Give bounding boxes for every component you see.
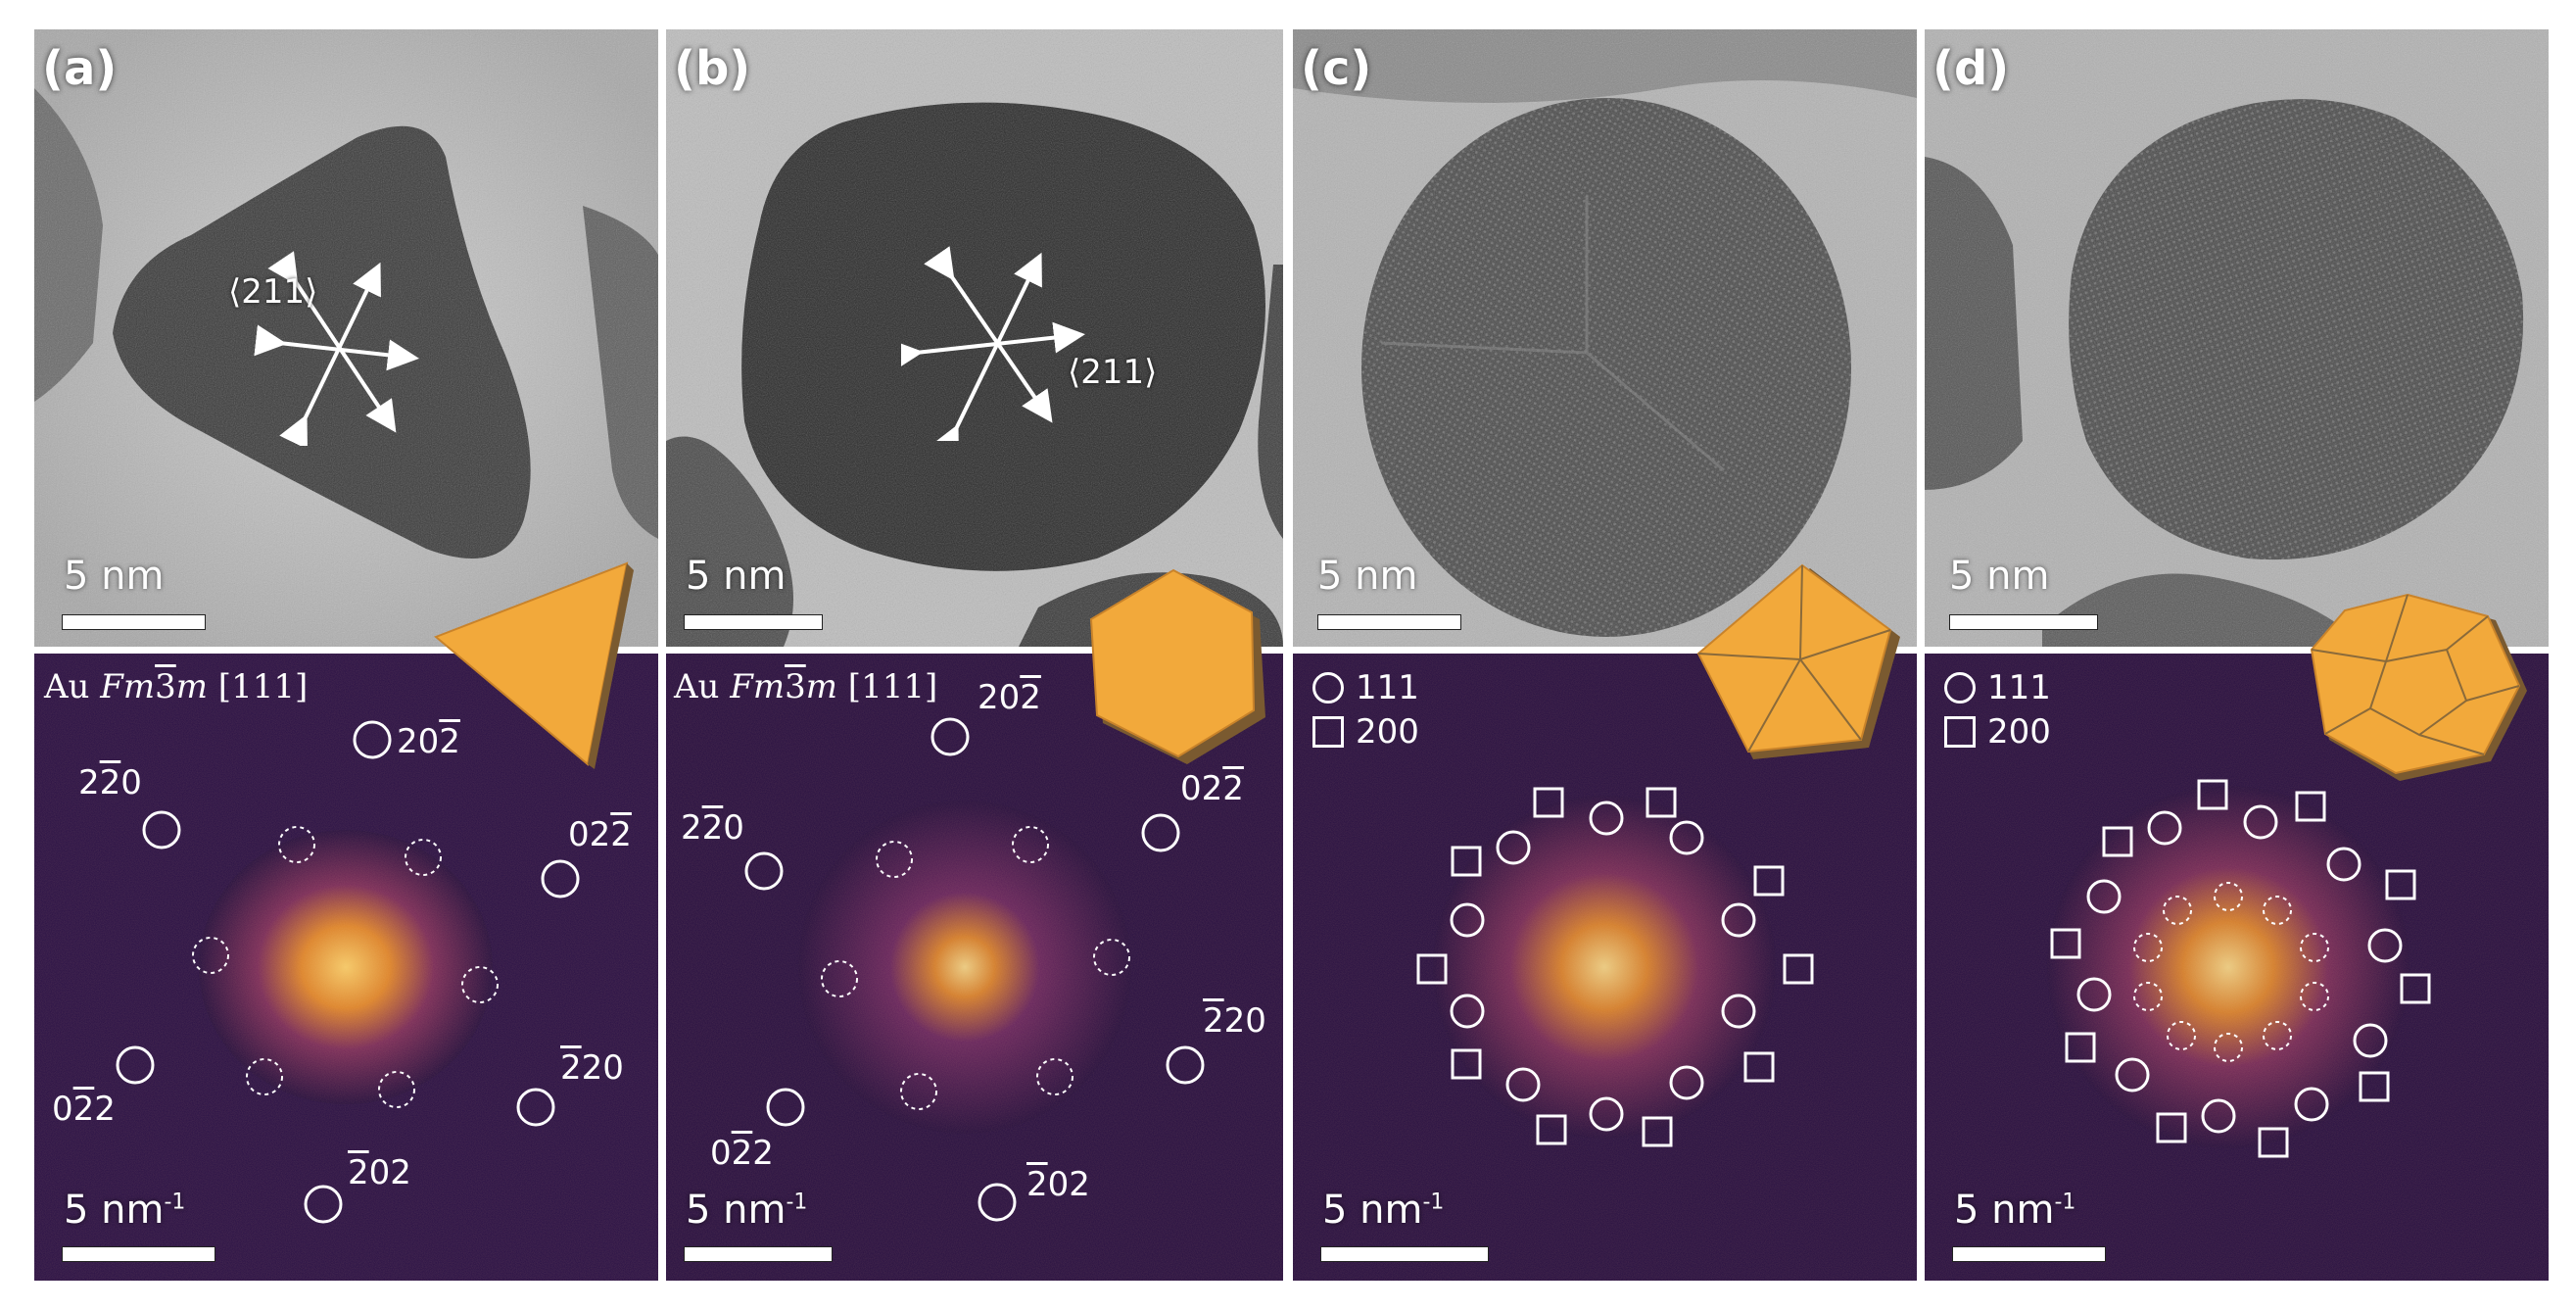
legend-c-111: 111 [1312, 668, 1419, 707]
panel-label-a: (a) [42, 41, 118, 96]
tem-scale-label-a: 5 nm [64, 554, 165, 599]
panel-label-c: (c) [1301, 41, 1372, 96]
spot-label-b-right: 022 [1180, 769, 1244, 808]
direction-label-a: ⟨211⟩ [228, 272, 318, 312]
spot-label-b-bl: 022 [710, 1134, 774, 1173]
phase-bar-a: 3 [155, 667, 176, 706]
hexagon-particle-icon [1089, 568, 1265, 764]
fft-image-c [1293, 654, 1917, 1281]
spot-label-a-right: 022 [568, 815, 632, 854]
fft-scale-label-d: 5 nm-1 [1954, 1188, 2076, 1233]
fft-scale-bar-b [684, 1246, 833, 1262]
spot-label-b-left: 220 [681, 808, 744, 848]
phase-group-end-b: m [805, 667, 837, 706]
fft-panel-d: 111 200 5 nm-1 [1925, 654, 2549, 1281]
tem-scale-label-d: 5 nm [1949, 554, 2050, 599]
phase-prefix-a: Au [44, 667, 101, 706]
fft-scale-label-a: 5 nm-1 [64, 1188, 186, 1233]
phase-prefix-b: Au [674, 667, 731, 706]
tem-image-d [1925, 29, 2549, 647]
icosahedron-particle-icon [2310, 593, 2527, 781]
tem-panel-c: (c) 5 nm [1293, 29, 1917, 647]
fft-scale-label-b: 5 nm-1 [686, 1188, 808, 1233]
legend-d-200: 200 [1944, 712, 2051, 752]
legend-square-icon [1944, 716, 1976, 748]
tem-image-c [1293, 29, 1917, 647]
spot-label-a-br: 220 [560, 1048, 624, 1088]
decahedron-particle-icon [1696, 563, 1900, 759]
phase-label-b: Au Fm3m [111] [674, 667, 937, 706]
legend-d-111: 111 [1944, 668, 2051, 707]
tem-scale-bar-a [62, 614, 206, 630]
legend-square-icon [1312, 716, 1344, 748]
tem-scale-bar-b [684, 614, 823, 630]
spot-label-a-bottom: 202 [348, 1153, 411, 1192]
tem-panel-a: (a) ⟨211⟩ 5 nm [34, 29, 658, 647]
panel-label-b: (b) [674, 41, 751, 96]
spot-label-a-bl: 022 [52, 1090, 116, 1129]
fft-scale-bar-a [62, 1246, 215, 1262]
legend-c-200: 200 [1312, 712, 1419, 752]
legend-circle-icon [1312, 672, 1344, 704]
spot-label-b-top: 202 [978, 678, 1041, 717]
fft-image-d [1925, 654, 2549, 1281]
spot-label-a-top: 202 [397, 722, 460, 761]
tem-scale-label-c: 5 nm [1317, 554, 1418, 599]
fft-scale-label-c: 5 nm-1 [1322, 1188, 1445, 1233]
tem-panel-b: (b) ⟨211⟩ 5 nm [666, 29, 1283, 647]
tem-panel-d: (d) 5 nm [1925, 29, 2549, 647]
direction-arrows-a [254, 251, 419, 446]
tem-scale-bar-d [1949, 614, 2098, 630]
phase-label-a: Au Fm3m [111] [44, 667, 308, 706]
fft-image-a [34, 654, 658, 1281]
phase-group-b: Fm [730, 667, 786, 706]
fft-panel-c: 111 200 5 nm-1 [1293, 654, 1917, 1281]
phase-bar-b: 3 [785, 667, 806, 706]
legend-circle-icon [1944, 672, 1976, 704]
spot-label-b-br: 220 [1203, 1001, 1266, 1041]
tem-scale-label-b: 5 nm [686, 554, 787, 599]
phase-group-end-a: m [175, 667, 208, 706]
fft-panel-a: Au Fm3m [111] 202 220 022 022 220 202 5 … [34, 654, 658, 1281]
phase-zone-a: [111] [208, 667, 309, 706]
direction-arrows-b [901, 246, 1085, 441]
fft-scale-bar-d [1952, 1246, 2106, 1262]
phase-zone-b: [111] [837, 667, 938, 706]
tem-scale-bar-c [1317, 614, 1461, 630]
fft-scale-bar-c [1320, 1246, 1489, 1262]
direction-label-b: ⟨211⟩ [1068, 353, 1158, 392]
panel-label-d: (d) [1932, 41, 2010, 96]
triangle-particle-icon [434, 561, 634, 769]
spot-label-a-left: 220 [78, 763, 142, 802]
spot-label-b-bottom: 202 [1026, 1165, 1090, 1204]
phase-group-a: Fm [100, 667, 156, 706]
